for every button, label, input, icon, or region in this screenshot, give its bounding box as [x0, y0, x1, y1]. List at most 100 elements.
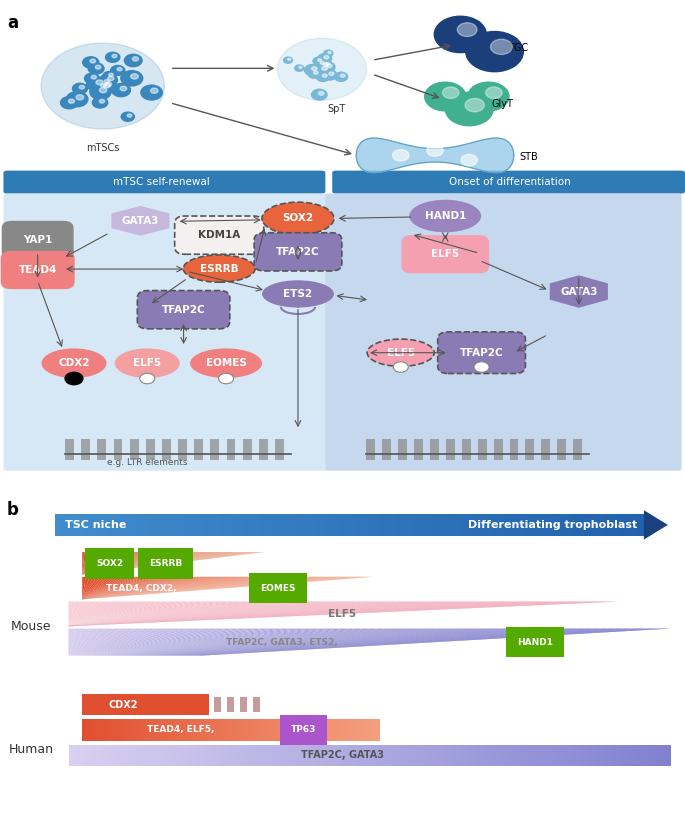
- Polygon shape: [68, 602, 434, 626]
- Text: TFAP2C: TFAP2C: [460, 348, 503, 358]
- Polygon shape: [82, 552, 184, 574]
- Polygon shape: [82, 552, 196, 574]
- Polygon shape: [68, 602, 503, 626]
- Ellipse shape: [367, 339, 434, 367]
- Bar: [538, 514, 545, 536]
- Polygon shape: [250, 719, 253, 741]
- FancyBboxPatch shape: [137, 291, 230, 329]
- Text: ELF5: ELF5: [431, 249, 460, 260]
- Polygon shape: [82, 552, 173, 574]
- Polygon shape: [107, 629, 249, 656]
- Polygon shape: [82, 577, 169, 599]
- Bar: [573, 438, 582, 460]
- FancyBboxPatch shape: [3, 171, 325, 194]
- Bar: [638, 514, 645, 536]
- Polygon shape: [205, 719, 209, 741]
- Polygon shape: [82, 552, 169, 574]
- Polygon shape: [227, 745, 234, 766]
- Polygon shape: [82, 552, 245, 574]
- Bar: [242, 438, 251, 460]
- Text: TFAP2C, GATA3, ETS2,: TFAP2C, GATA3, ETS2,: [226, 638, 338, 647]
- Polygon shape: [68, 602, 186, 626]
- Polygon shape: [110, 629, 264, 656]
- Text: SOX2: SOX2: [282, 213, 314, 223]
- Polygon shape: [82, 577, 221, 599]
- Polygon shape: [82, 552, 141, 574]
- Polygon shape: [82, 577, 260, 599]
- Polygon shape: [460, 745, 468, 766]
- Bar: [208, 514, 216, 536]
- Bar: [621, 514, 628, 536]
- Polygon shape: [82, 629, 136, 656]
- Polygon shape: [68, 602, 289, 626]
- Bar: [579, 514, 586, 536]
- Polygon shape: [253, 719, 258, 741]
- Polygon shape: [73, 629, 99, 656]
- Polygon shape: [68, 602, 316, 626]
- Circle shape: [308, 69, 321, 78]
- Polygon shape: [258, 719, 261, 741]
- Polygon shape: [153, 629, 460, 656]
- Polygon shape: [82, 577, 370, 599]
- Circle shape: [112, 54, 117, 58]
- Polygon shape: [82, 577, 184, 599]
- Polygon shape: [82, 552, 89, 574]
- Bar: [361, 514, 369, 536]
- Polygon shape: [68, 602, 89, 626]
- Circle shape: [320, 62, 324, 64]
- Bar: [432, 514, 439, 536]
- Polygon shape: [68, 602, 537, 626]
- Circle shape: [312, 89, 327, 100]
- Circle shape: [314, 64, 331, 75]
- Polygon shape: [603, 745, 611, 766]
- Polygon shape: [257, 745, 264, 766]
- Bar: [367, 514, 375, 536]
- Polygon shape: [445, 745, 453, 766]
- Polygon shape: [93, 719, 97, 741]
- Bar: [125, 514, 133, 536]
- Bar: [61, 514, 68, 536]
- Polygon shape: [82, 552, 234, 574]
- Polygon shape: [82, 552, 205, 574]
- Polygon shape: [134, 629, 370, 656]
- Polygon shape: [550, 275, 608, 308]
- Polygon shape: [68, 602, 275, 626]
- Polygon shape: [87, 629, 159, 656]
- Polygon shape: [68, 602, 579, 626]
- Polygon shape: [82, 577, 293, 599]
- Polygon shape: [581, 745, 588, 766]
- FancyBboxPatch shape: [175, 216, 264, 255]
- Bar: [338, 514, 345, 536]
- Bar: [473, 514, 481, 536]
- Bar: [514, 514, 522, 536]
- Polygon shape: [82, 577, 195, 599]
- Bar: [430, 438, 439, 460]
- Circle shape: [486, 87, 502, 98]
- Polygon shape: [101, 719, 105, 741]
- Polygon shape: [298, 719, 302, 741]
- Bar: [143, 514, 151, 536]
- Polygon shape: [88, 629, 166, 656]
- Circle shape: [91, 75, 97, 79]
- Polygon shape: [112, 629, 272, 656]
- Polygon shape: [340, 745, 347, 766]
- Polygon shape: [68, 602, 351, 626]
- Polygon shape: [76, 745, 84, 766]
- Circle shape: [427, 145, 443, 157]
- Polygon shape: [82, 552, 229, 574]
- Polygon shape: [82, 577, 159, 599]
- Text: mTSCs: mTSCs: [86, 143, 119, 153]
- Polygon shape: [82, 552, 198, 574]
- Polygon shape: [82, 577, 115, 599]
- Polygon shape: [149, 719, 153, 741]
- Polygon shape: [130, 629, 355, 656]
- Bar: [66, 514, 74, 536]
- Polygon shape: [264, 745, 272, 766]
- Polygon shape: [82, 552, 96, 574]
- Polygon shape: [82, 577, 101, 599]
- Circle shape: [109, 73, 113, 77]
- Circle shape: [60, 96, 78, 109]
- Bar: [273, 514, 280, 536]
- Bar: [90, 514, 98, 536]
- Polygon shape: [82, 577, 133, 599]
